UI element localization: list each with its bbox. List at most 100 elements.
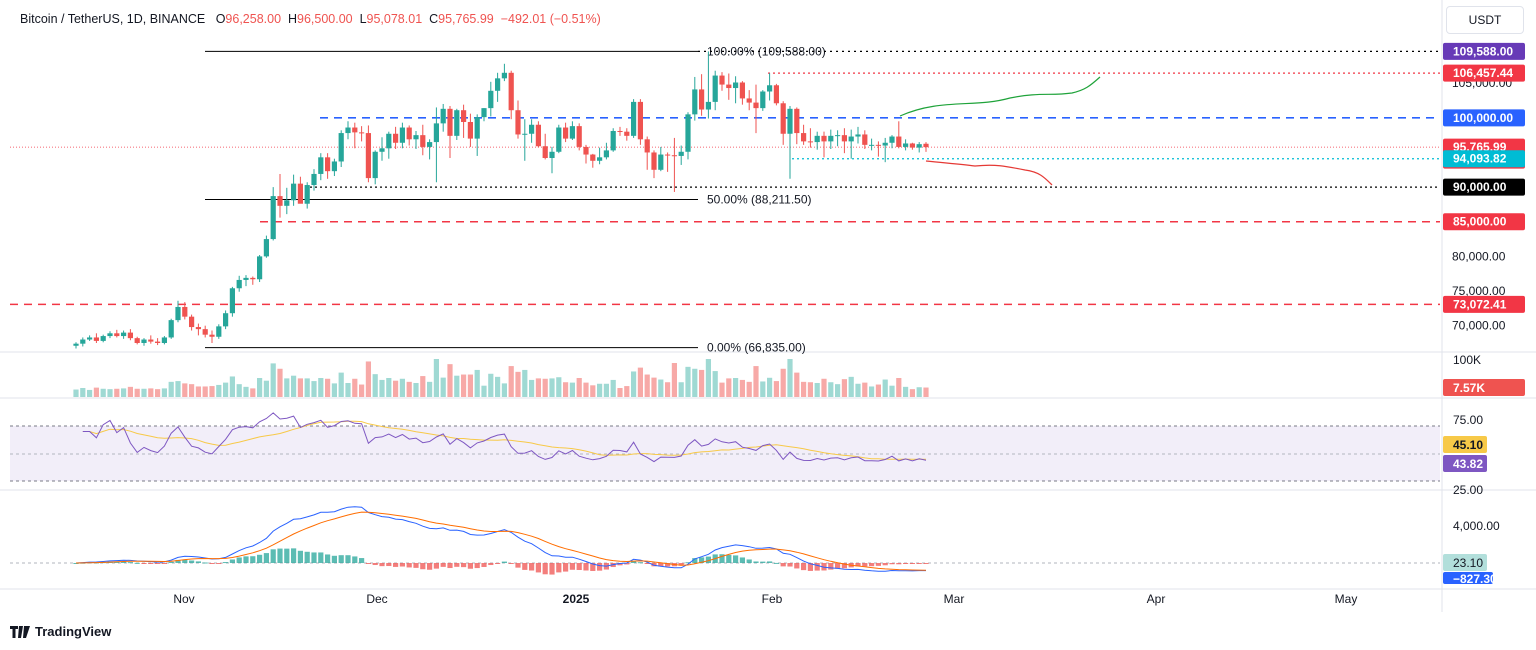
macd-histogram-bar [658,563,664,567]
volume-bar [814,383,820,397]
macd-histogram-bar [624,563,630,565]
volume-bar [597,383,603,397]
open-value: 96,258.00 [225,12,282,26]
candle-body [563,127,569,139]
time-axis-label: 2025 [563,592,590,606]
volume-bar [263,380,269,397]
fib-level-label: 0.00% (66,835.00) [707,341,806,355]
change-value: −492.01 (−0.51%) [500,12,601,26]
candle-body [569,126,575,139]
macd-histogram-bar [270,549,276,563]
macd-histogram-bar [114,561,120,563]
macd-histogram-bar [481,563,487,567]
macd-histogram-bar [393,563,399,567]
macd-histogram-bar [447,563,453,569]
volume-bar [678,382,684,397]
low-value: 95,078.01 [366,12,423,26]
volume-bar [107,389,113,397]
volume-last-label: 7.57K [1453,381,1485,395]
volume-bar [583,382,589,397]
candle-body [794,108,800,134]
macd-histogram-bar [277,548,283,563]
candle-body [923,143,929,148]
macd-histogram-bar [794,563,800,569]
price-tick-label: 75,000.00 [1452,284,1506,298]
candle-body [236,279,242,289]
macd-histogram-bar [243,556,249,563]
candle-body [508,72,514,111]
volume-bar [73,389,79,397]
volume-bar [773,381,779,397]
macd-histogram-bar [733,555,739,563]
macd-histogram-bar [372,563,378,566]
macd-tick-label: 4,000.00 [1453,519,1500,533]
candle-body [304,185,310,204]
bullish-projection-path [899,76,1101,117]
volume-bar [406,381,412,397]
candle-body [501,72,507,79]
volume-bar [780,368,786,397]
macd-histogram-bar [739,557,745,563]
macd-histogram-bar [229,559,235,563]
volume-bar [182,383,188,397]
volume-bar [746,381,752,397]
macd-histogram-bar [488,563,494,566]
candle-body [168,320,174,338]
volume-bar [216,384,222,397]
volume-bar [379,379,385,397]
candle-body [610,130,616,151]
rsi-line [82,412,927,463]
macd-histogram-bar [529,563,535,571]
open-label: O [215,12,226,26]
candle-body [658,154,664,170]
macd-histogram-bar [202,562,208,564]
volume-bar [576,378,582,397]
macd-histogram-bar [216,563,222,564]
macd-histogram-bar [875,563,881,566]
candle-body [862,134,868,145]
macd-histogram-bar [399,563,405,567]
candle-body [603,150,609,158]
macd-histogram-bar [161,563,167,564]
candle-body [148,339,154,342]
candle-body [270,196,276,240]
macd-histogram-bar [705,556,711,563]
volume-bar [896,378,902,397]
rsi-tick-label: 25.00 [1453,483,1483,497]
macd-line [75,506,926,572]
candle-body [331,161,337,172]
candle-body [828,135,834,142]
macd-histogram-bar [141,563,147,564]
symbol-title[interactable]: Bitcoin / TetherUS, 1D, BINANCE [20,12,206,26]
branding-label: TradingView [35,624,112,639]
volume-bar [141,388,147,397]
volume-bar [610,379,616,397]
volume-bar [311,381,317,397]
macd-histogram-bar [862,563,868,567]
candle-body [467,121,473,139]
volume-bar [100,388,106,397]
time-axis-label: Feb [762,592,783,606]
volume-bar [801,381,807,397]
tradingview-logo[interactable]: TradingView [10,624,111,639]
candle-body [420,135,426,147]
volume-bar [869,386,875,397]
volume-bar [590,385,596,397]
candle-body [447,108,453,136]
currency-button[interactable]: USDT [1446,6,1524,34]
macd-histogram-bar [365,563,371,564]
candle-body [590,154,596,161]
macd-histogram-bar [685,562,691,564]
macd-histogram-bar [597,563,603,571]
candle-body [535,124,541,147]
macd-histogram-bar [223,562,229,564]
macd-histogram-bar [406,563,412,568]
high-label: H [287,12,298,26]
macd-histogram-bar [542,563,548,575]
macd-histogram-bar [331,555,337,563]
volume-bar [705,359,711,397]
candle-body [807,141,813,143]
candle-body [665,154,671,156]
macd-histogram-bar [535,563,541,573]
